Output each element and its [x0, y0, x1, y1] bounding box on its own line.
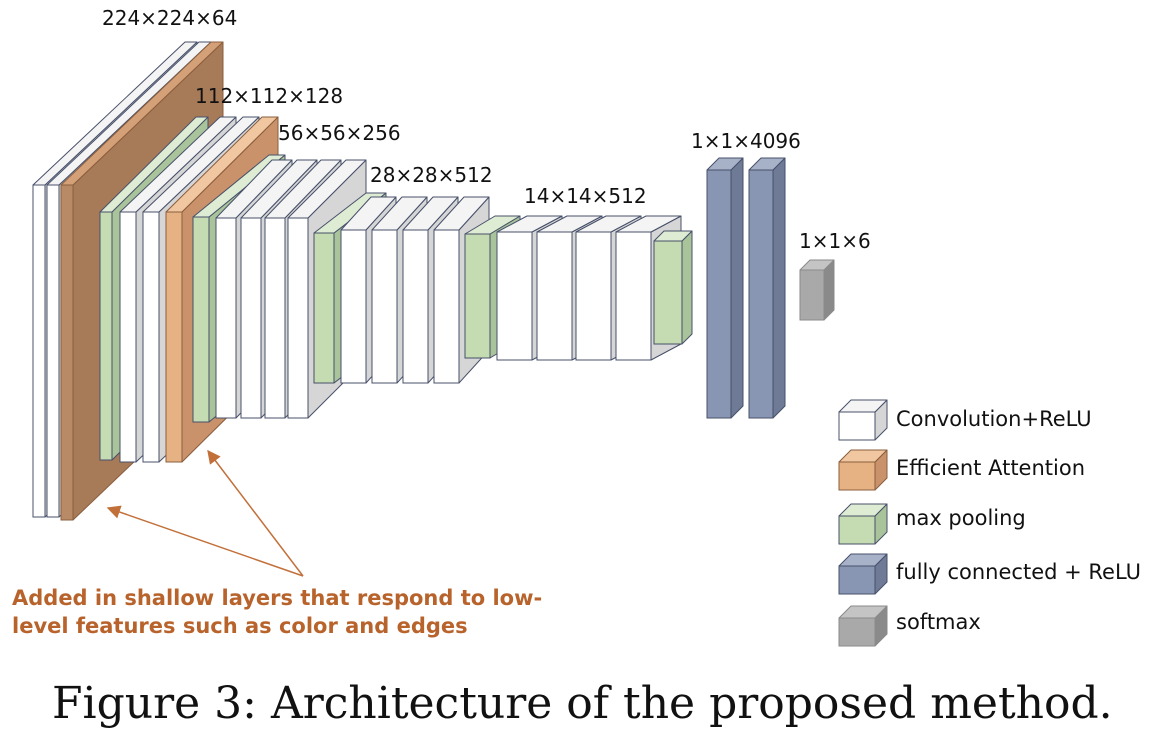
- legend-label-attention: Efficient Attention: [896, 456, 1085, 480]
- annotation-arrow-2: [207, 449, 304, 577]
- legend: Convolution+ReLU Efficient Attention max…: [838, 399, 1141, 647]
- annotation-arrow-1: [106, 505, 304, 577]
- legend-swatch-pool: [838, 503, 888, 545]
- dim-label-block4: 28×28×512: [370, 163, 493, 187]
- dim-label-softmax: 1×1×6: [799, 229, 871, 253]
- dim-label-block5: 14×14×512: [524, 184, 647, 208]
- legend-swatch-fc: [838, 553, 888, 595]
- softmax-layer: [799, 259, 835, 321]
- network-layers: [32, 41, 835, 521]
- annotation-line-1: Added in shallow layers that respond to …: [12, 586, 542, 610]
- fc-layer-2: [748, 157, 786, 419]
- legend-swatch-softmax: [838, 605, 888, 647]
- legend-label-conv: Convolution+ReLU: [896, 407, 1092, 431]
- dim-label-block2: 112×112×128: [195, 84, 343, 108]
- block5-pool-2: [653, 230, 693, 345]
- dim-label-block1: 224×224×64: [102, 6, 237, 30]
- dim-label-block3: 56×56×256: [278, 121, 401, 145]
- legend-swatch-attention: [838, 449, 888, 491]
- legend-label-fc: fully connected + ReLU: [896, 560, 1141, 584]
- legend-swatch-conv: [838, 399, 888, 441]
- dim-label-fc: 1×1×4096: [691, 129, 801, 153]
- annotation-line-2: level features such as color and edges: [12, 614, 468, 638]
- figure-caption: Figure 3: Architecture of the proposed m…: [52, 678, 1113, 729]
- legend-label-pool: max pooling: [896, 506, 1026, 530]
- fc-layer-1: [706, 157, 744, 419]
- legend-label-softmax: softmax: [896, 610, 981, 634]
